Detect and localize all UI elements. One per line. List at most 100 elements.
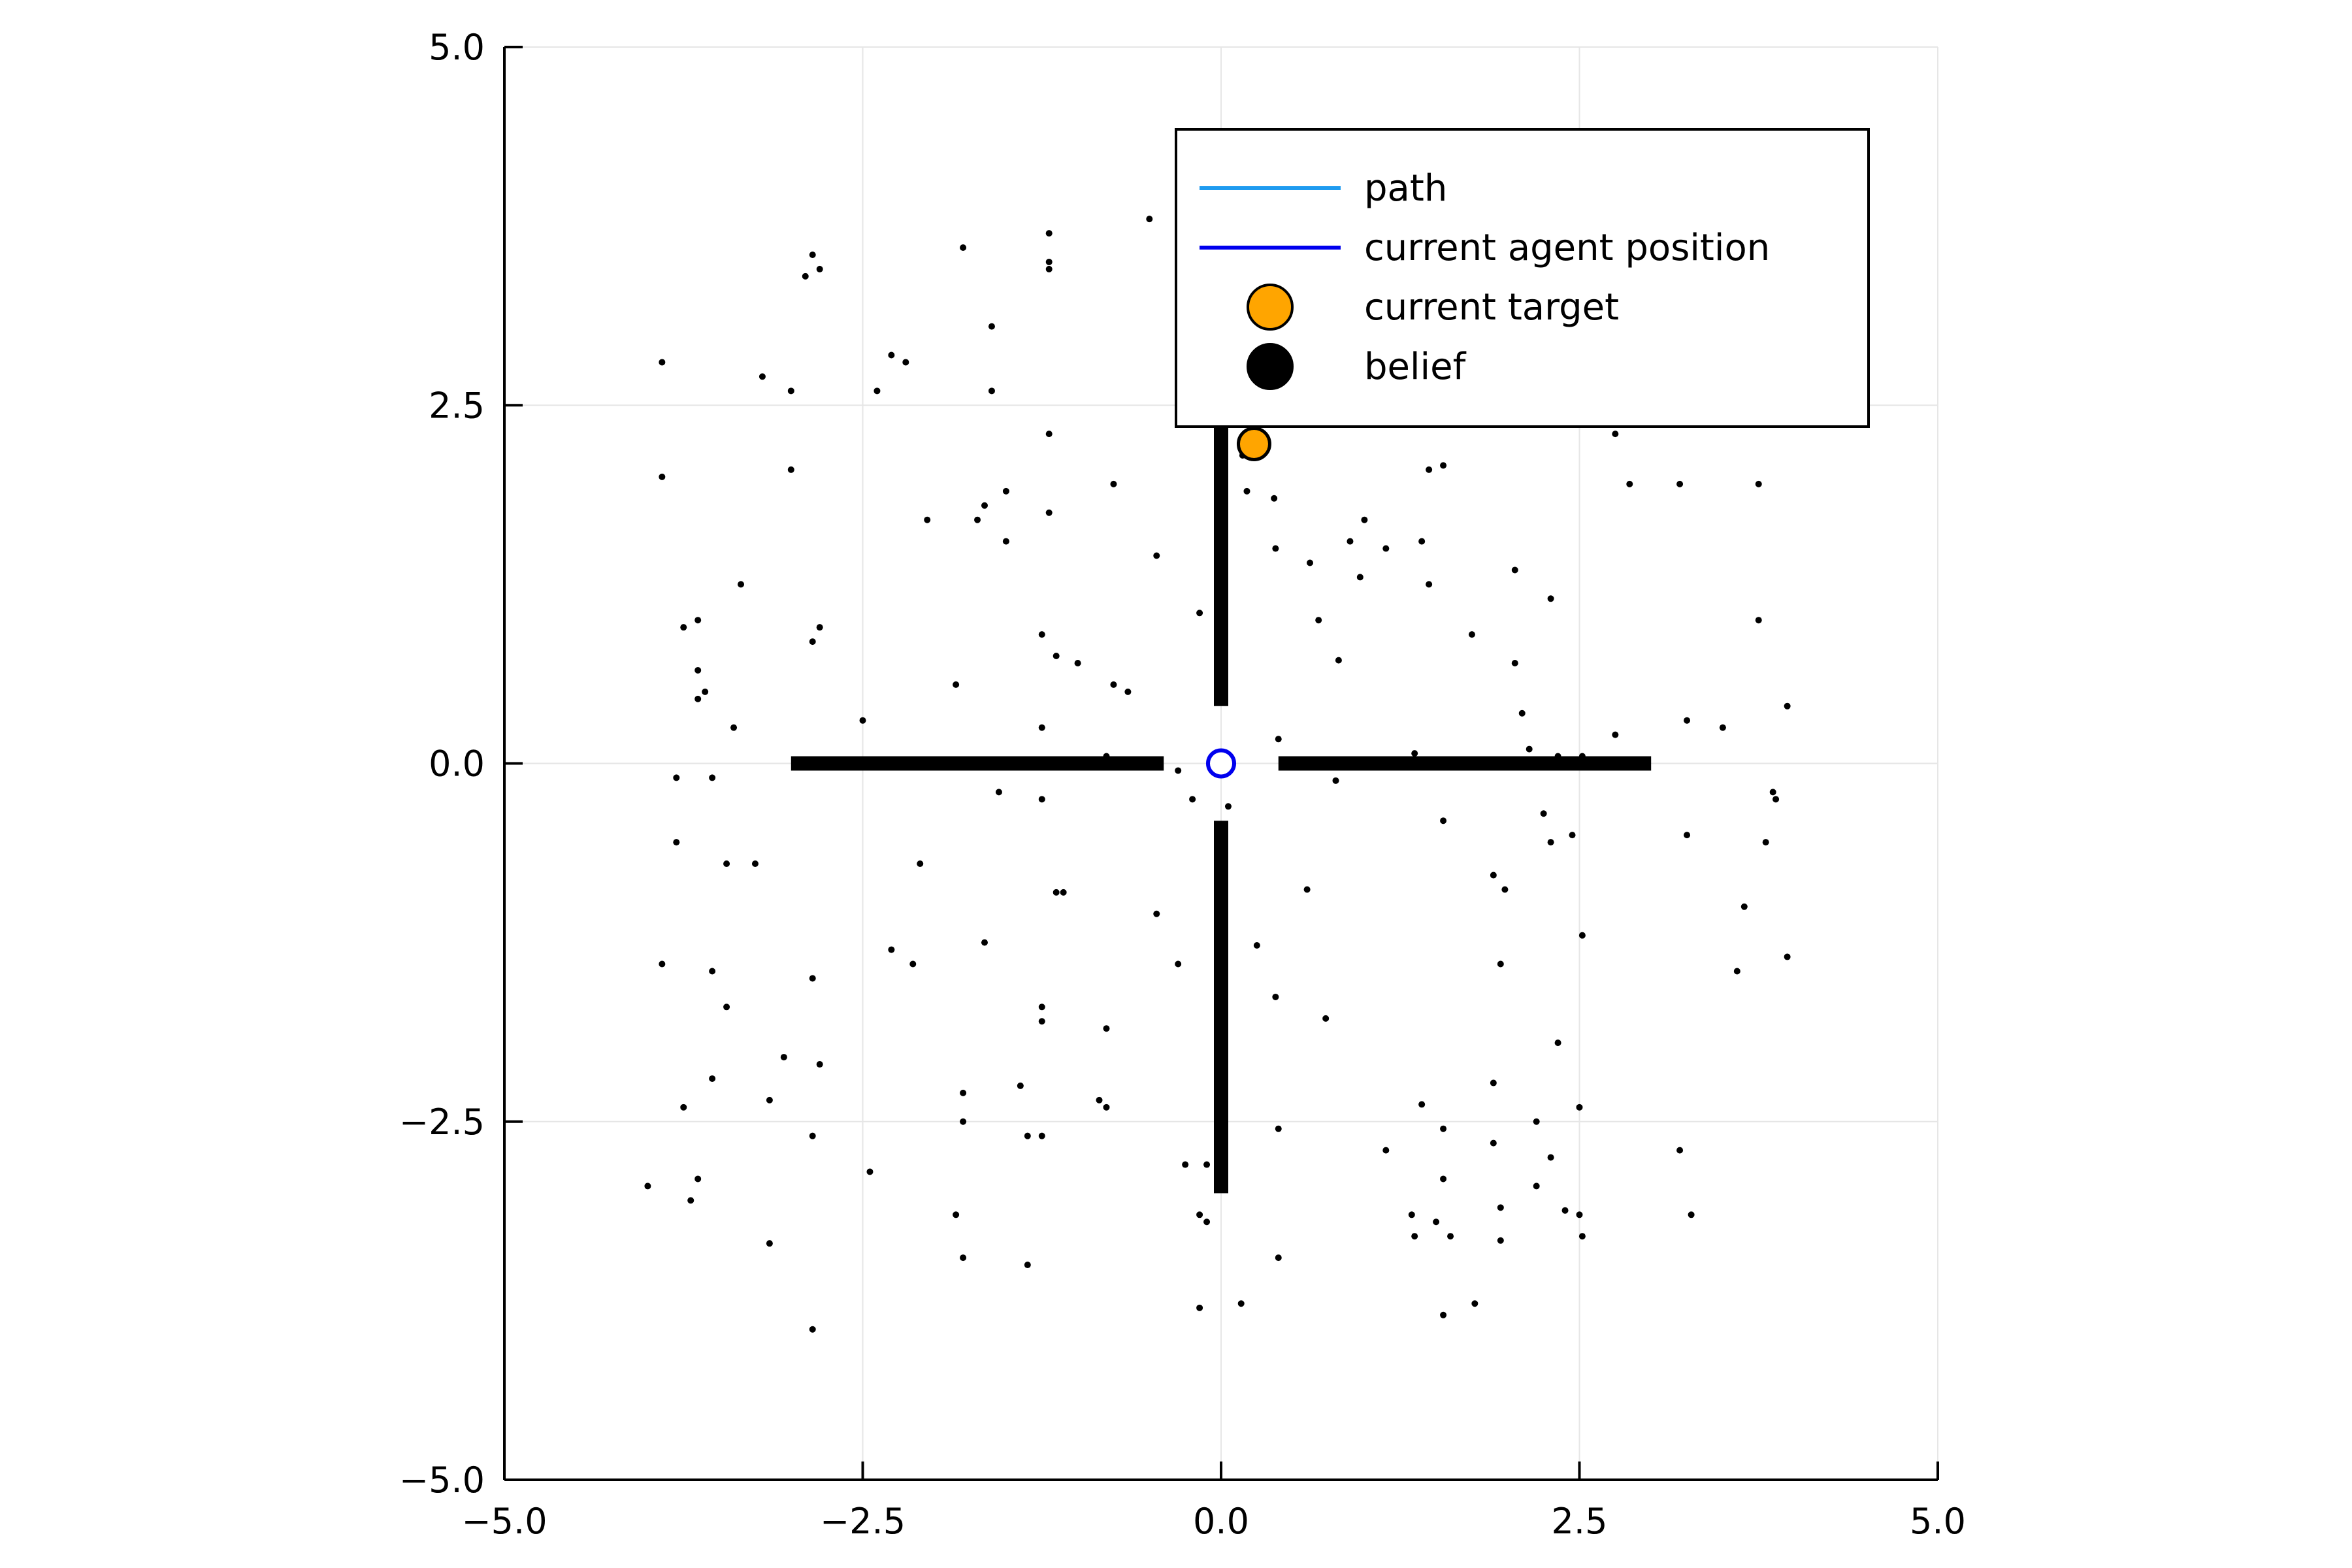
belief-point	[1719, 724, 1726, 731]
belief-point	[960, 1254, 967, 1262]
belief-point	[1684, 717, 1691, 724]
belief-point	[981, 939, 988, 946]
belief-point	[673, 839, 680, 846]
belief-point	[1017, 1082, 1024, 1089]
belief-point	[1146, 216, 1153, 223]
belief-point	[1196, 1211, 1203, 1218]
belief-point	[1518, 710, 1526, 717]
belief-point	[1382, 1147, 1390, 1154]
belief-point	[809, 251, 816, 258]
belief-point	[1497, 1237, 1504, 1244]
belief-point	[917, 860, 924, 868]
belief-point	[1612, 731, 1619, 738]
belief-point	[1411, 750, 1418, 757]
belief-point	[659, 473, 666, 480]
belief-point	[1440, 817, 1447, 825]
belief-point	[1203, 1161, 1211, 1168]
belief-point	[1755, 617, 1762, 624]
y-tick-label: 2.5	[429, 385, 485, 426]
belief-point	[816, 624, 823, 631]
belief-point	[1526, 745, 1533, 753]
belief-point	[1769, 789, 1776, 796]
belief-point	[1024, 1262, 1031, 1269]
belief-point	[1322, 1015, 1330, 1022]
belief-point	[694, 666, 702, 674]
belief-point	[1468, 631, 1475, 638]
belief-point	[1440, 1311, 1447, 1318]
belief-point	[1060, 889, 1067, 896]
belief-point	[1382, 545, 1390, 552]
belief-point	[1440, 462, 1447, 469]
belief-point	[1045, 230, 1053, 237]
belief-point	[1038, 796, 1045, 803]
belief-point	[809, 638, 816, 645]
belief-point	[1361, 516, 1368, 523]
belief-point	[1688, 1211, 1695, 1218]
belief-point	[1784, 702, 1791, 710]
belief-point	[809, 1132, 816, 1139]
belief-point	[1272, 545, 1279, 552]
belief-point	[1490, 872, 1497, 879]
belief-point	[1153, 910, 1160, 917]
belief-point	[1356, 574, 1364, 581]
belief-point	[1038, 724, 1045, 731]
belief-point	[1626, 480, 1633, 487]
belief-point	[1576, 1211, 1583, 1218]
legend-label: current target	[1364, 286, 1619, 329]
walls	[791, 427, 1652, 1194]
belief-point	[1175, 960, 1182, 968]
y-tick-label: −2.5	[399, 1102, 485, 1143]
belief-point	[1189, 796, 1196, 803]
belief-point	[1103, 1025, 1110, 1032]
belief-point	[1578, 1233, 1586, 1240]
belief-point	[1576, 1103, 1583, 1111]
belief-point	[1053, 889, 1060, 896]
belief-point	[1676, 480, 1684, 487]
belief-point	[1045, 258, 1053, 265]
belief-point	[1501, 886, 1509, 893]
belief-point	[1096, 1096, 1103, 1103]
belief-point	[1447, 1233, 1454, 1240]
belief-point	[1433, 1218, 1440, 1226]
belief-point	[1784, 953, 1791, 960]
legend-label: belief	[1364, 346, 1467, 388]
x-tick-label: −2.5	[820, 1501, 906, 1542]
belief-point	[1271, 495, 1278, 502]
belief-point	[1490, 1079, 1497, 1086]
belief-point	[730, 724, 738, 731]
legend: path current agent position current target…	[1175, 128, 1870, 428]
belief-point	[988, 387, 995, 395]
y-tick-label: 0.0	[429, 743, 485, 785]
belief-point	[902, 359, 909, 366]
belief-point	[1676, 1147, 1684, 1154]
belief-point	[1772, 796, 1780, 803]
belief-point	[1762, 839, 1769, 846]
belief-point	[644, 1183, 651, 1190]
belief-point	[1540, 810, 1547, 817]
belief-point	[1569, 832, 1576, 839]
markers	[1206, 426, 1271, 779]
belief-point	[694, 1175, 702, 1183]
belief-point	[1426, 581, 1433, 588]
belief-point	[802, 272, 809, 280]
belief-point	[1511, 566, 1518, 574]
belief-point	[1224, 803, 1232, 810]
y-tick-label: −5.0	[399, 1460, 485, 1501]
belief-point	[1411, 1233, 1418, 1240]
belief-point	[709, 968, 716, 975]
belief-point	[751, 860, 759, 868]
belief-point	[1275, 736, 1282, 743]
belief-point	[1272, 993, 1279, 1000]
belief-point	[1347, 538, 1354, 545]
belief-point	[809, 975, 816, 982]
belief-point	[866, 1168, 874, 1175]
belief-point	[1038, 1004, 1045, 1011]
belief-point	[960, 244, 967, 252]
belief-point	[709, 774, 716, 781]
belief-point	[659, 359, 666, 366]
belief-point	[1497, 960, 1504, 968]
belief-point	[673, 774, 680, 781]
belief-point	[1511, 659, 1518, 666]
belief-point	[1315, 617, 1322, 624]
axes: −5.0 −2.5 0.0 2.5 5.0 −5.0 −2.5 0.0 2.5 5.0	[399, 27, 1966, 1542]
